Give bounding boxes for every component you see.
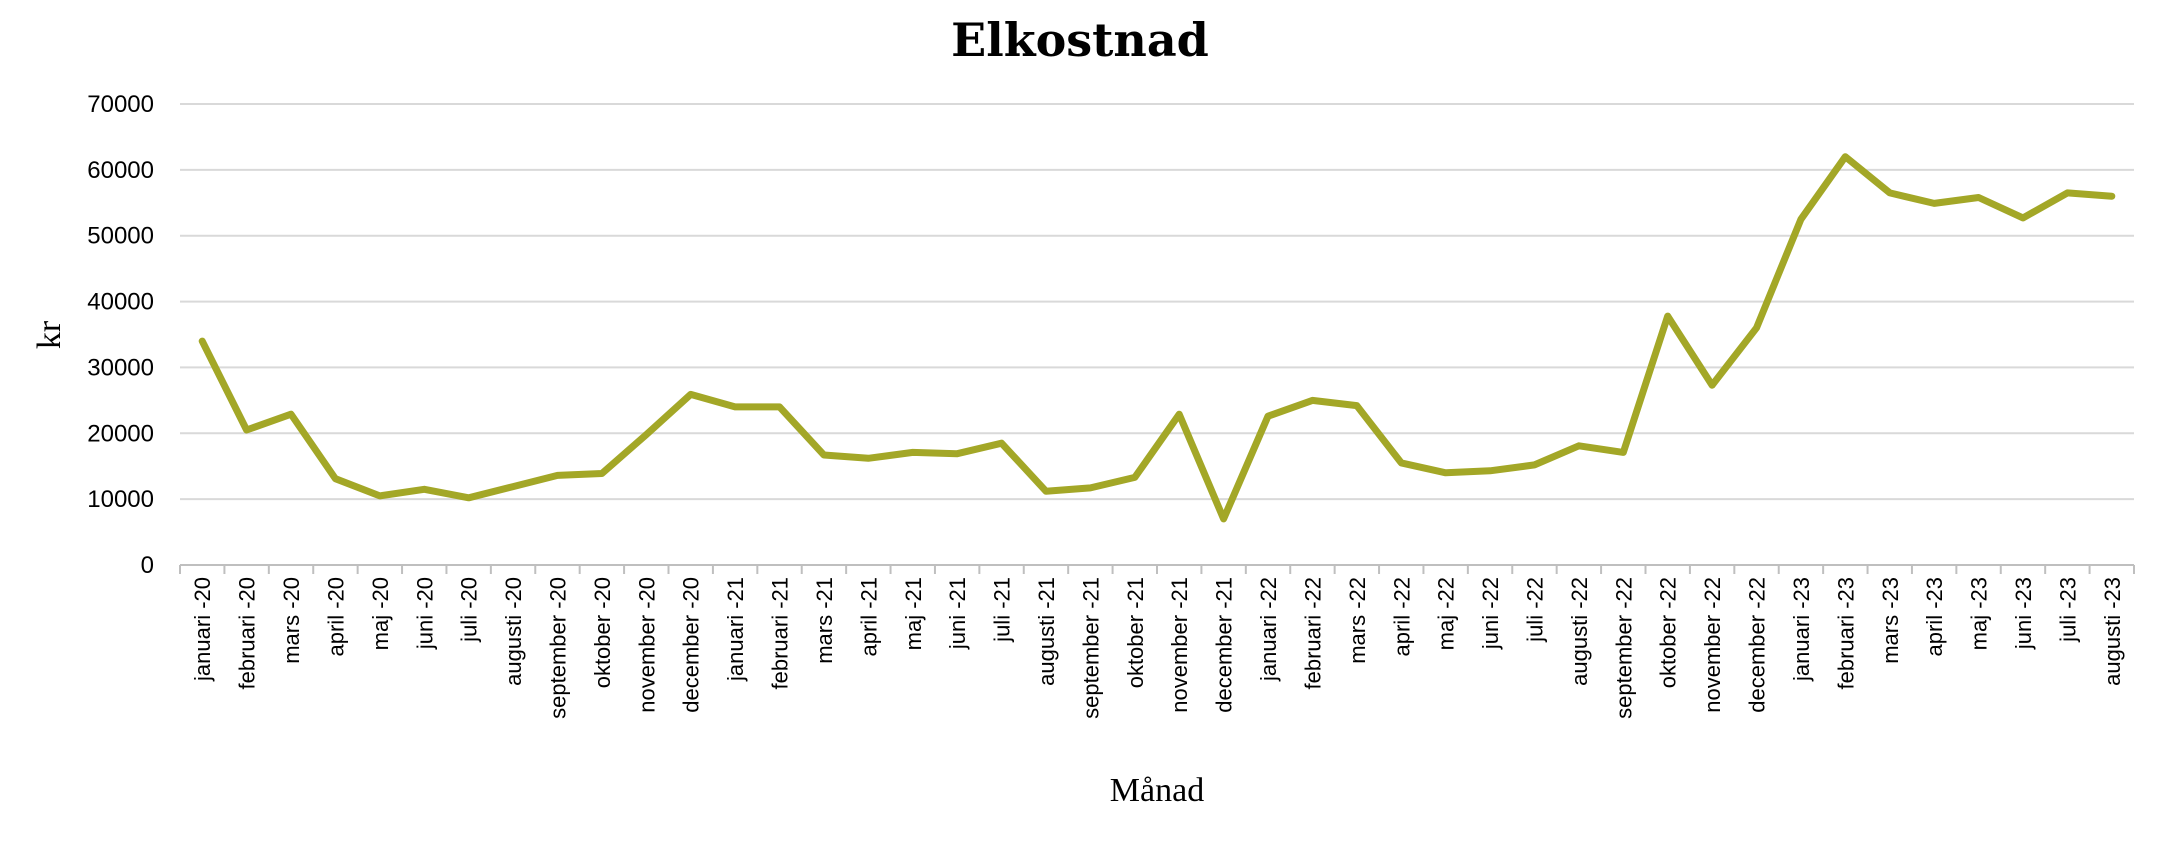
x-tick-label: november -20 — [634, 577, 659, 713]
x-tick-label: december -22 — [1745, 577, 1770, 713]
chart-title: Elkostnad — [951, 13, 1209, 67]
x-tick-label: augusti -21 — [1034, 577, 1059, 686]
y-tick-label: 30000 — [87, 354, 154, 381]
x-tick-label: oktober -20 — [590, 577, 615, 688]
y-tick-label: 70000 — [87, 91, 154, 118]
x-tick-label: juli -23 — [2055, 577, 2080, 643]
y-tick-label: 20000 — [87, 420, 154, 447]
series-line — [198, 153, 2116, 523]
x-tick-label: juli -22 — [1522, 577, 1547, 643]
x-tick-label: oktober -22 — [1656, 577, 1681, 688]
x-tick-label: april -21 — [856, 577, 881, 656]
x-axis-title: Månad — [1110, 772, 1204, 809]
x-tick-label: februari -23 — [1833, 577, 1858, 690]
x-tick-label: augusti -20 — [501, 577, 526, 686]
x-tick-label: november -22 — [1700, 577, 1725, 713]
x-tick-label: juli -20 — [457, 577, 482, 643]
x-tick-label: juni -23 — [2011, 577, 2036, 650]
y-tick-label: 40000 — [87, 289, 154, 316]
x-tick-label: januari -21 — [723, 577, 748, 682]
x-tick-label: januari -22 — [1256, 577, 1281, 682]
x-tick-label: november -21 — [1167, 577, 1192, 713]
x-tick-label: april -20 — [323, 577, 348, 656]
x-tick-label: september -22 — [1611, 577, 1636, 719]
y-axis-ticks: 0 10000 20000 30000 40000 50000 60000 70000 — [87, 91, 154, 579]
x-tick-label: juni -22 — [1478, 577, 1503, 650]
y-axis-title: kr — [31, 320, 68, 349]
y-tick-label: 0 — [141, 552, 154, 579]
x-tick-label: februari -20 — [235, 577, 260, 690]
x-tick-label: december -20 — [679, 577, 704, 713]
x-tick-label: januari -23 — [1789, 577, 1814, 682]
x-tick-label: mars -21 — [812, 577, 837, 664]
x-tick-label: maj -22 — [1434, 577, 1459, 650]
x-tick-label: augusti -22 — [1567, 577, 1592, 686]
x-tick-label: september -21 — [1078, 577, 1103, 719]
gridlines — [180, 103, 2134, 501]
x-tick-label: juni -20 — [412, 577, 437, 650]
series-layer — [198, 153, 2116, 523]
x-tick-label: januari -20 — [190, 577, 215, 682]
x-tick-label: mars -23 — [1878, 577, 1903, 664]
x-tick-label: maj -23 — [1967, 577, 1992, 650]
x-tick-label: maj -21 — [901, 577, 926, 650]
x-tick-label: februari -22 — [1300, 577, 1325, 690]
x-tick-label: juli -21 — [990, 577, 1015, 643]
x-tick-label: april -23 — [1922, 577, 1947, 656]
x-tick-label: oktober -21 — [1123, 577, 1148, 688]
x-tick-label: december -21 — [1212, 577, 1237, 713]
x-tick-label: februari -21 — [768, 577, 793, 690]
x-tick-label: augusti -23 — [2100, 577, 2125, 686]
y-tick-label: 10000 — [87, 486, 154, 513]
y-tick-label: 60000 — [87, 157, 154, 184]
x-tick-label: september -20 — [545, 577, 570, 719]
y-tick-label: 50000 — [87, 223, 154, 250]
x-tick-label: mars -20 — [279, 577, 304, 664]
x-tick-label: april -22 — [1389, 577, 1414, 656]
x-tick-label: juni -21 — [945, 577, 970, 650]
x-axis-ticks: januari -20 februari -20 mars -20 april -20… — [179, 565, 2135, 719]
x-tick-label: mars -22 — [1345, 577, 1370, 664]
x-tick-label: maj -20 — [368, 577, 393, 650]
